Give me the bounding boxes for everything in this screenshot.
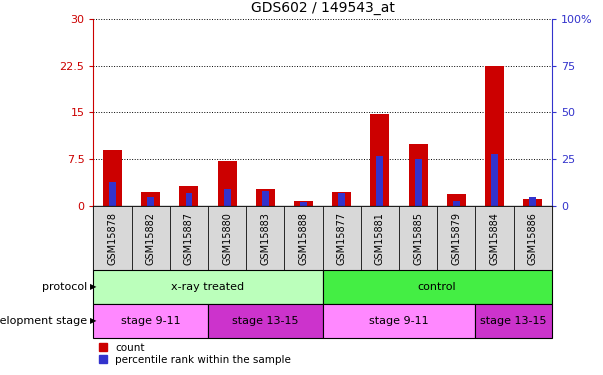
Bar xyxy=(338,193,345,206)
Bar xyxy=(475,206,514,270)
Text: GSM15886: GSM15886 xyxy=(528,211,538,265)
Bar xyxy=(186,193,192,206)
Bar xyxy=(141,192,160,206)
Legend: count, percentile rank within the sample: count, percentile rank within the sample xyxy=(99,343,291,365)
Bar xyxy=(332,192,351,206)
Bar xyxy=(93,206,131,270)
Bar xyxy=(475,304,552,338)
Bar xyxy=(208,304,323,338)
Text: ▶: ▶ xyxy=(90,316,97,325)
Text: GSM15879: GSM15879 xyxy=(451,211,461,265)
Text: GDS602 / 149543_at: GDS602 / 149543_at xyxy=(251,1,394,15)
Text: GSM15878: GSM15878 xyxy=(107,211,118,265)
Bar xyxy=(93,270,323,304)
Text: stage 9-11: stage 9-11 xyxy=(121,316,180,326)
Bar xyxy=(447,194,466,206)
Text: stage 13-15: stage 13-15 xyxy=(481,316,547,326)
Bar xyxy=(514,206,552,270)
Bar xyxy=(285,206,323,270)
Bar xyxy=(376,156,384,206)
Bar xyxy=(323,304,475,338)
Bar xyxy=(103,150,122,206)
Text: GSM15887: GSM15887 xyxy=(184,211,194,265)
Text: ▶: ▶ xyxy=(90,282,97,291)
Text: protocol: protocol xyxy=(42,282,87,292)
Text: development stage: development stage xyxy=(0,316,87,326)
Text: x-ray treated: x-ray treated xyxy=(171,282,245,292)
Bar xyxy=(491,154,498,206)
Bar xyxy=(246,206,285,270)
Bar xyxy=(361,206,399,270)
Bar xyxy=(323,206,361,270)
Bar xyxy=(523,199,542,206)
Bar xyxy=(170,206,208,270)
Text: GSM15884: GSM15884 xyxy=(490,211,499,265)
Text: GSM15880: GSM15880 xyxy=(222,211,232,265)
Bar xyxy=(180,186,198,206)
Text: control: control xyxy=(418,282,456,292)
Bar xyxy=(147,197,154,206)
Bar xyxy=(453,201,459,206)
Bar xyxy=(370,114,390,206)
Bar xyxy=(409,144,428,206)
Bar xyxy=(323,270,552,304)
Bar xyxy=(529,197,536,206)
Text: GSM15881: GSM15881 xyxy=(375,211,385,265)
Text: GSM15877: GSM15877 xyxy=(336,211,347,265)
Bar xyxy=(437,206,475,270)
Bar xyxy=(399,206,437,270)
Text: stage 9-11: stage 9-11 xyxy=(369,316,429,326)
Text: GSM15882: GSM15882 xyxy=(146,211,156,265)
Text: GSM15885: GSM15885 xyxy=(413,211,423,265)
Text: GSM15883: GSM15883 xyxy=(260,211,270,265)
Bar xyxy=(109,182,116,206)
Bar xyxy=(262,191,269,206)
Bar xyxy=(208,206,246,270)
Bar xyxy=(256,189,275,206)
Bar xyxy=(93,304,208,338)
Text: stage 13-15: stage 13-15 xyxy=(232,316,298,326)
Bar xyxy=(415,159,421,206)
Bar xyxy=(218,161,236,206)
Bar xyxy=(294,201,313,206)
Bar xyxy=(224,189,230,206)
Bar xyxy=(131,206,170,270)
Text: GSM15888: GSM15888 xyxy=(298,211,309,265)
Bar xyxy=(485,66,504,206)
Bar xyxy=(300,202,307,206)
